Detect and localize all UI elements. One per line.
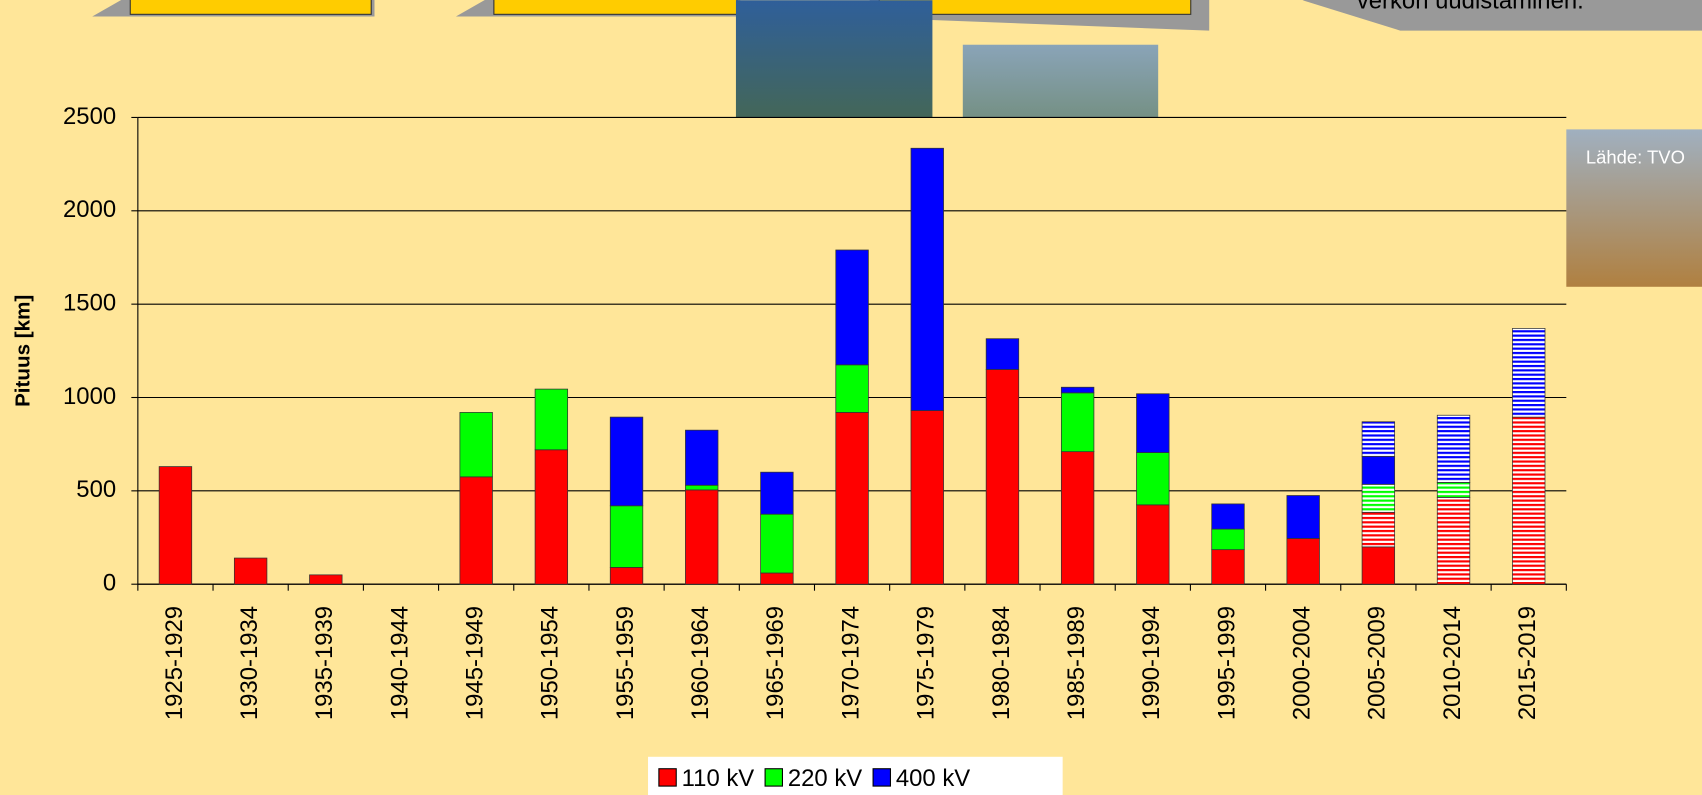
bar-segment xyxy=(1061,393,1094,452)
bar-segment xyxy=(986,339,1019,370)
y-axis-label: Pituus [km] xyxy=(11,295,34,407)
bar-segment xyxy=(310,575,343,584)
bar-segment xyxy=(911,148,944,410)
bar-segment xyxy=(1212,529,1245,550)
x-tick-label: 1945-1949 xyxy=(461,606,488,720)
bar-segment xyxy=(1137,453,1170,505)
bar-segment xyxy=(1362,512,1395,547)
y-tick-label: 2000 xyxy=(63,196,116,223)
x-tick-label: 1995-1999 xyxy=(1213,606,1240,720)
bar-segment xyxy=(535,389,568,450)
x-tick-label: 1925-1929 xyxy=(161,606,188,720)
banner-text: verkon uudistaminen. xyxy=(1357,0,1584,15)
legend-swatch xyxy=(659,769,676,786)
x-tick-label: 1980-1984 xyxy=(988,606,1015,720)
x-tick-label: 2000-2004 xyxy=(1288,606,1315,720)
bar-segment xyxy=(1137,394,1170,453)
bar-segment xyxy=(610,567,643,584)
x-tick-label: 1990-1994 xyxy=(1138,606,1165,720)
bar-segment xyxy=(460,412,493,476)
bar-segment xyxy=(234,558,267,584)
x-tick-label: 1935-1939 xyxy=(311,606,338,720)
x-tick-label: 1965-1969 xyxy=(762,606,789,720)
bar-segment xyxy=(1437,482,1470,497)
bar-segment xyxy=(836,412,869,584)
bar-segment xyxy=(1437,415,1470,482)
legend-swatch xyxy=(873,769,890,786)
y-tick-label: 1500 xyxy=(63,289,116,316)
x-tick-label: 1975-1979 xyxy=(913,606,940,720)
bar-segment xyxy=(535,450,568,584)
bar-segment xyxy=(761,573,794,584)
photo-caption: Lähde: TVO xyxy=(1586,147,1685,168)
bar-segment xyxy=(761,514,794,573)
bar-segment xyxy=(836,365,869,413)
bar-segment xyxy=(1512,417,1545,584)
x-tick-label: 1955-1959 xyxy=(612,606,639,720)
bar-segment xyxy=(460,477,493,584)
bar-segment xyxy=(1061,387,1094,393)
y-tick-label: 2500 xyxy=(63,103,116,130)
bar-segment xyxy=(685,430,718,485)
x-tick-label: 2005-2009 xyxy=(1364,606,1391,720)
bar-segment xyxy=(1437,497,1470,584)
bar-segment xyxy=(1287,496,1320,539)
legend-label: 400 kV xyxy=(896,765,970,792)
x-tick-label: 1960-1964 xyxy=(687,606,714,720)
bar-segment xyxy=(1512,328,1545,417)
bar-segment xyxy=(1212,550,1245,585)
x-tick-label: 1930-1934 xyxy=(236,606,263,720)
x-tick-label: 2015-2019 xyxy=(1514,606,1541,720)
bar-segment xyxy=(1212,504,1245,529)
bar-segment xyxy=(685,490,718,584)
bar-segment xyxy=(986,369,1019,584)
bar-segment xyxy=(911,411,944,585)
x-tick-label: 1940-1944 xyxy=(386,606,413,720)
x-tick-label: 1985-1989 xyxy=(1063,606,1090,720)
legend: 110 kV 220 kV 400 kV xyxy=(648,757,1063,795)
bar-segment xyxy=(1287,538,1320,584)
bar-segment xyxy=(159,467,192,585)
x-tick-label: 1950-1954 xyxy=(537,606,564,720)
bar-segment xyxy=(610,506,643,568)
x-tick-label: 2010-2014 xyxy=(1439,606,1466,720)
legend-label: 110 kV xyxy=(682,765,755,792)
chart: verkon uudistaminen. Pituus [km] Lähde: … xyxy=(0,0,1702,795)
x-tick-label: 1970-1974 xyxy=(837,606,864,720)
bar-segment xyxy=(1362,456,1395,484)
y-tick-label: 500 xyxy=(76,476,116,503)
bar-segment xyxy=(1061,452,1094,585)
bar-segment xyxy=(1137,505,1170,584)
bar-segment xyxy=(1362,422,1395,457)
bar-segment xyxy=(1362,547,1395,584)
bar-segment xyxy=(761,472,794,514)
bar-segment xyxy=(1362,484,1395,512)
y-tick-label: 0 xyxy=(103,570,116,597)
legend-label: 220 kV xyxy=(788,765,862,792)
bar-segment xyxy=(685,485,718,490)
y-tick-label: 1000 xyxy=(63,383,116,410)
bar-segment xyxy=(610,417,643,506)
legend-swatch xyxy=(765,769,782,786)
bar-segment xyxy=(836,250,869,365)
